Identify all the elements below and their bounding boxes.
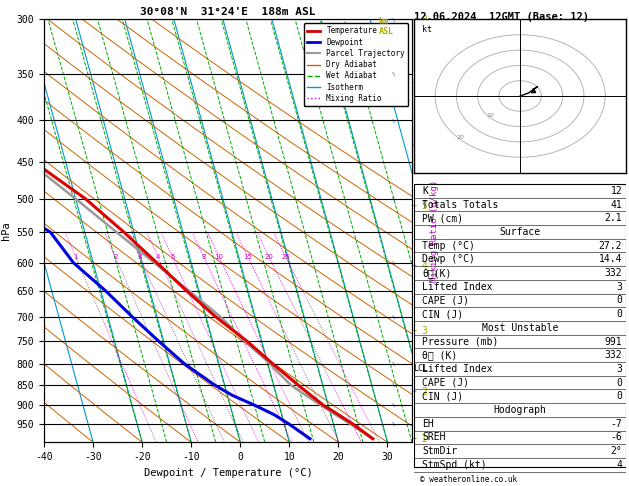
Text: 25: 25 xyxy=(281,254,290,260)
Title: 30°08'N  31°24'E  188m ASL: 30°08'N 31°24'E 188m ASL xyxy=(140,7,316,17)
Text: kt: kt xyxy=(423,25,432,34)
Text: 27.2: 27.2 xyxy=(599,241,622,251)
Text: 1: 1 xyxy=(74,254,78,260)
Text: 2: 2 xyxy=(113,254,118,260)
Text: 991: 991 xyxy=(604,336,622,347)
Text: 332: 332 xyxy=(604,350,622,360)
Text: SREH: SREH xyxy=(423,433,446,442)
Text: /: / xyxy=(392,403,397,408)
Text: Surface: Surface xyxy=(499,227,541,237)
Text: Dewp (°C): Dewp (°C) xyxy=(423,254,476,264)
Text: © weatheronline.co.uk: © weatheronline.co.uk xyxy=(420,474,517,484)
Text: /: / xyxy=(392,17,397,22)
Text: /: / xyxy=(392,422,397,427)
Text: Lifted Index: Lifted Index xyxy=(423,364,493,374)
X-axis label: Dewpoint / Temperature (°C): Dewpoint / Temperature (°C) xyxy=(143,468,313,478)
Text: CIN (J): CIN (J) xyxy=(423,309,464,319)
Legend: Temperature, Dewpoint, Parcel Trajectory, Dry Adiabat, Wet Adiabat, Isotherm, Mi: Temperature, Dewpoint, Parcel Trajectory… xyxy=(304,23,408,106)
Text: 10: 10 xyxy=(214,254,223,260)
Y-axis label: Mixing Ratio (g/kg): Mixing Ratio (g/kg) xyxy=(430,180,438,282)
Text: CAPE (J): CAPE (J) xyxy=(423,295,469,305)
Text: 2.1: 2.1 xyxy=(604,213,622,223)
Text: 4: 4 xyxy=(156,254,160,260)
Text: 332: 332 xyxy=(604,268,622,278)
Text: 10: 10 xyxy=(487,113,494,119)
Text: km
ASL: km ASL xyxy=(379,17,394,36)
Text: 20: 20 xyxy=(457,135,465,140)
Text: Hodograph: Hodograph xyxy=(494,405,547,415)
Text: 8: 8 xyxy=(201,254,206,260)
Text: Totals Totals: Totals Totals xyxy=(423,200,499,209)
Text: 0: 0 xyxy=(616,391,622,401)
Text: -7: -7 xyxy=(611,418,622,429)
Text: θᴄ (K): θᴄ (K) xyxy=(423,350,458,360)
Text: 3: 3 xyxy=(616,282,622,292)
Text: Most Unstable: Most Unstable xyxy=(482,323,559,333)
Text: /: / xyxy=(392,118,397,123)
Text: LCL: LCL xyxy=(413,364,428,373)
Text: 12.06.2024  12GMT (Base: 12): 12.06.2024 12GMT (Base: 12) xyxy=(414,12,589,22)
Text: Pressure (mb): Pressure (mb) xyxy=(423,336,499,347)
Text: 3: 3 xyxy=(138,254,142,260)
Text: 41: 41 xyxy=(611,200,622,209)
Text: /: / xyxy=(392,71,397,76)
Text: 3: 3 xyxy=(616,364,622,374)
Text: StmDir: StmDir xyxy=(423,446,458,456)
Text: 0: 0 xyxy=(616,295,622,305)
Text: 20: 20 xyxy=(265,254,274,260)
Text: PW (cm): PW (cm) xyxy=(423,213,464,223)
Text: /: / xyxy=(392,383,397,388)
Text: 0: 0 xyxy=(616,378,622,388)
Text: /: / xyxy=(392,196,397,201)
Text: Temp (°C): Temp (°C) xyxy=(423,241,476,251)
Text: θᴄ(K): θᴄ(K) xyxy=(423,268,452,278)
Text: CAPE (J): CAPE (J) xyxy=(423,378,469,388)
Text: 12: 12 xyxy=(611,186,622,196)
Text: /: / xyxy=(392,362,397,366)
Text: /: / xyxy=(392,260,397,265)
Text: 2°: 2° xyxy=(611,446,622,456)
Text: EH: EH xyxy=(423,418,434,429)
Text: 0: 0 xyxy=(616,309,622,319)
Text: 5: 5 xyxy=(170,254,174,260)
Y-axis label: hPa: hPa xyxy=(1,222,11,240)
Text: StmSpd (kt): StmSpd (kt) xyxy=(423,460,487,470)
Text: K: K xyxy=(423,186,428,196)
Text: Lifted Index: Lifted Index xyxy=(423,282,493,292)
Text: /: / xyxy=(392,314,397,319)
Text: -6: -6 xyxy=(611,433,622,442)
Text: 14.4: 14.4 xyxy=(599,254,622,264)
Text: 15: 15 xyxy=(243,254,252,260)
Text: CIN (J): CIN (J) xyxy=(423,391,464,401)
Text: 4: 4 xyxy=(616,460,622,470)
